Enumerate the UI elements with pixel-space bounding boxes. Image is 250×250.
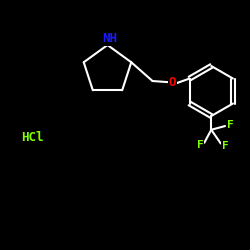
Text: F: F — [222, 141, 229, 151]
Text: HCl: HCl — [21, 131, 44, 144]
Text: F: F — [227, 120, 234, 130]
Text: NH: NH — [102, 32, 118, 45]
Text: O: O — [169, 76, 176, 89]
Text: F: F — [197, 140, 204, 150]
